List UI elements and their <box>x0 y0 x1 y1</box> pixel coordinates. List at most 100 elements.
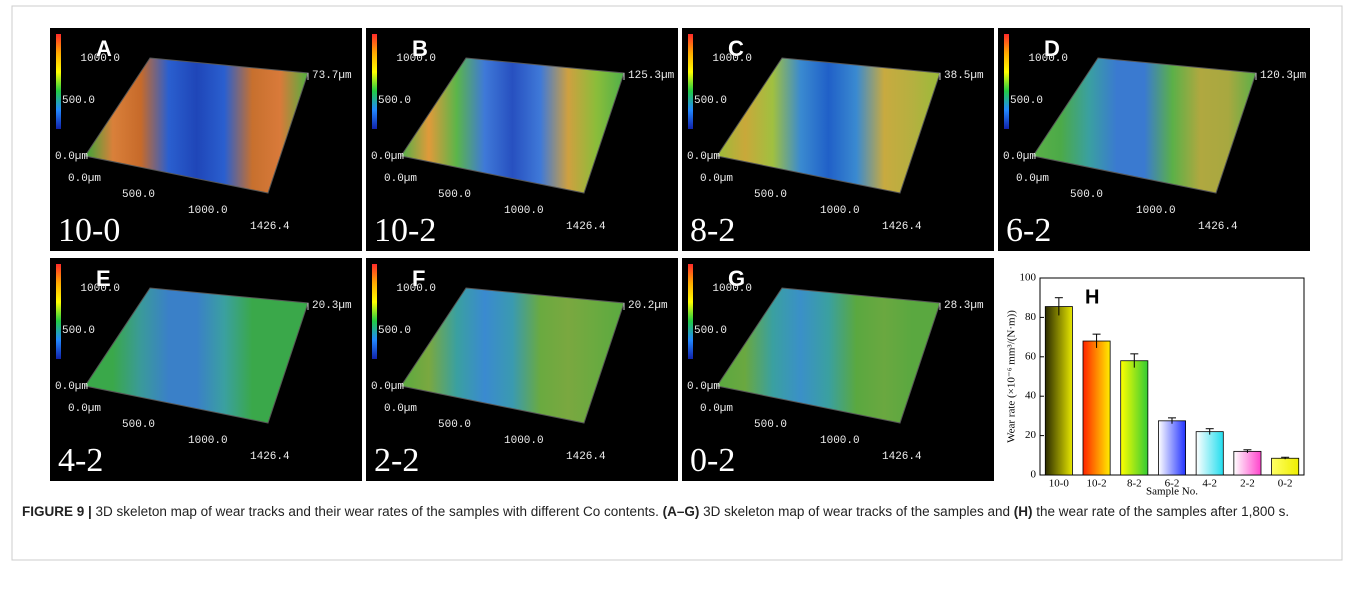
height-label: 125.3µm <box>628 70 675 82</box>
surface-axis-label: 1000.0 <box>1136 205 1176 217</box>
color-scale <box>372 264 377 359</box>
caption-bold: (H) <box>1014 504 1033 519</box>
surface-axis-label: 1000.0 <box>504 205 544 217</box>
x-tick-label: 8-2 <box>1127 478 1142 490</box>
color-scale <box>372 34 377 129</box>
bar <box>1158 421 1185 475</box>
surface-axis-label: 0.0µm <box>700 173 733 185</box>
color-scale <box>56 264 61 359</box>
sample-label: 2-2 <box>374 442 419 479</box>
y-tick-label: 80 <box>1025 311 1037 323</box>
bar <box>1045 307 1072 475</box>
surface-axis-label: 0.0µm <box>687 381 720 393</box>
x-tick-label: 6-2 <box>1165 478 1180 490</box>
surface-panel: G0-228.3µm1000.0500.00.0µm0.0µm500.01000… <box>682 258 994 481</box>
surface-axis-label: 500.0 <box>694 95 727 107</box>
sample-label: 8-2 <box>690 212 735 249</box>
surface-axis-label: 500.0 <box>694 325 727 337</box>
height-label: 20.3µm <box>312 300 352 312</box>
chart-background <box>998 258 1310 481</box>
surface-axis-label: 0.0µm <box>55 381 88 393</box>
surface-axis-label: 1426.4 <box>250 221 290 233</box>
surface-panel: A10-073.7µm1000.0500.00.0µm0.0µm500.0100… <box>50 28 362 251</box>
x-tick-label: 0-2 <box>1278 478 1293 490</box>
surface-panel: D6-2120.3µm1000.0500.00.0µm0.0µm500.0100… <box>998 28 1310 251</box>
surface-axis-label: 500.0 <box>1010 95 1043 107</box>
surface-axis-label: 0.0µm <box>371 381 404 393</box>
surface-axis-label: 1426.4 <box>882 451 922 463</box>
height-label: 20.2µm <box>628 300 668 312</box>
y-tick-label: 20 <box>1025 429 1037 441</box>
surface-axis-label: 500.0 <box>438 189 471 201</box>
surface-axis-label: 1000.0 <box>396 53 436 65</box>
surface-axis-label: 1000.0 <box>712 53 752 65</box>
surface-axis-label: 500.0 <box>122 419 155 431</box>
height-label: 73.7µm <box>312 70 352 82</box>
surface-panel: B10-2125.3µm1000.0500.00.0µm0.0µm500.010… <box>366 28 678 251</box>
surface-axis-label: 0.0µm <box>700 403 733 415</box>
surface-axis-label: 1426.4 <box>566 221 606 233</box>
surface-axis-label: 0.0µm <box>1003 151 1036 163</box>
height-label: 120.3µm <box>1260 70 1307 82</box>
surface-axis-label: 1426.4 <box>882 221 922 233</box>
surface-panel: E4-220.3µm1000.0500.00.0µm0.0µm500.01000… <box>50 258 362 481</box>
y-axis-label: Wear rate (×10⁻⁶ mm³/(N·m)) <box>1006 310 1018 443</box>
surface-axis-label: 500.0 <box>122 189 155 201</box>
caption-text: 3D skeleton map of wear tracks of the sa… <box>699 504 1013 519</box>
surface-axis-label: 1000.0 <box>80 283 120 295</box>
surface-axis-label: 1000.0 <box>80 53 120 65</box>
height-label: 28.3µm <box>944 300 984 312</box>
x-tick-label: 10-0 <box>1049 478 1070 490</box>
surface-axis-label: 500.0 <box>754 189 787 201</box>
surface-axis-label: 1426.4 <box>566 451 606 463</box>
caption: FIGURE 9 | 3D skeleton map of wear track… <box>22 500 1332 523</box>
caption-bold: (A–G) <box>663 504 700 519</box>
x-tick-label: 4-2 <box>1202 478 1217 490</box>
sample-label: 4-2 <box>58 442 103 479</box>
surface-axis-label: 1000.0 <box>1028 53 1068 65</box>
surface-axis-label: 500.0 <box>754 419 787 431</box>
surface-axis-label: 500.0 <box>1070 189 1103 201</box>
y-tick-label: 0 <box>1031 469 1037 481</box>
bar <box>1196 432 1223 475</box>
surface-axis-label: 0.0µm <box>687 151 720 163</box>
surface-axis-label: 0.0µm <box>371 151 404 163</box>
surface-axis-label: 1000.0 <box>396 283 436 295</box>
x-tick-label: 10-2 <box>1086 478 1106 490</box>
bar <box>1083 341 1110 475</box>
color-scale <box>688 34 693 129</box>
bar <box>1234 451 1261 475</box>
surface-axis-label: 0.0µm <box>384 173 417 185</box>
surface-panel: F2-220.2µm1000.0500.00.0µm0.0µm500.01000… <box>366 258 678 481</box>
surface-axis-label: 0.0µm <box>1016 173 1049 185</box>
color-scale <box>56 34 61 129</box>
surface-axis-label: 500.0 <box>378 325 411 337</box>
y-tick-label: 60 <box>1025 350 1037 362</box>
y-tick-label: 100 <box>1020 272 1037 284</box>
sample-label: 0-2 <box>690 442 735 479</box>
caption-text: the wear rate of the samples after 1,800… <box>1032 504 1289 519</box>
surface-axis-label: 1000.0 <box>188 205 228 217</box>
surface-axis-label: 500.0 <box>62 95 95 107</box>
y-tick-label: 40 <box>1025 390 1037 402</box>
surface-axis-label: 500.0 <box>62 325 95 337</box>
sample-label: 10-2 <box>374 212 436 249</box>
surface-panel: C8-238.5µm1000.0500.00.0µm0.0µm500.01000… <box>682 28 994 251</box>
surface-axis-label: 500.0 <box>378 95 411 107</box>
surface-axis-label: 1426.4 <box>250 451 290 463</box>
surface-axis-label: 1000.0 <box>712 283 752 295</box>
surface-axis-label: 1000.0 <box>188 435 228 447</box>
caption-text: 3D skeleton map of wear tracks and their… <box>92 504 663 519</box>
surface-axis-label: 1426.4 <box>1198 221 1238 233</box>
surface-axis-label: 1000.0 <box>820 205 860 217</box>
bar <box>1121 361 1148 475</box>
x-tick-label: 2-2 <box>1240 478 1255 490</box>
color-scale <box>688 264 693 359</box>
caption-label: FIGURE 9 | <box>22 504 92 519</box>
surface-axis-label: 0.0µm <box>384 403 417 415</box>
surface-axis-label: 1000.0 <box>820 435 860 447</box>
surface-axis-label: 500.0 <box>438 419 471 431</box>
sample-label: 6-2 <box>1006 212 1051 249</box>
surface-axis-label: 1000.0 <box>504 435 544 447</box>
